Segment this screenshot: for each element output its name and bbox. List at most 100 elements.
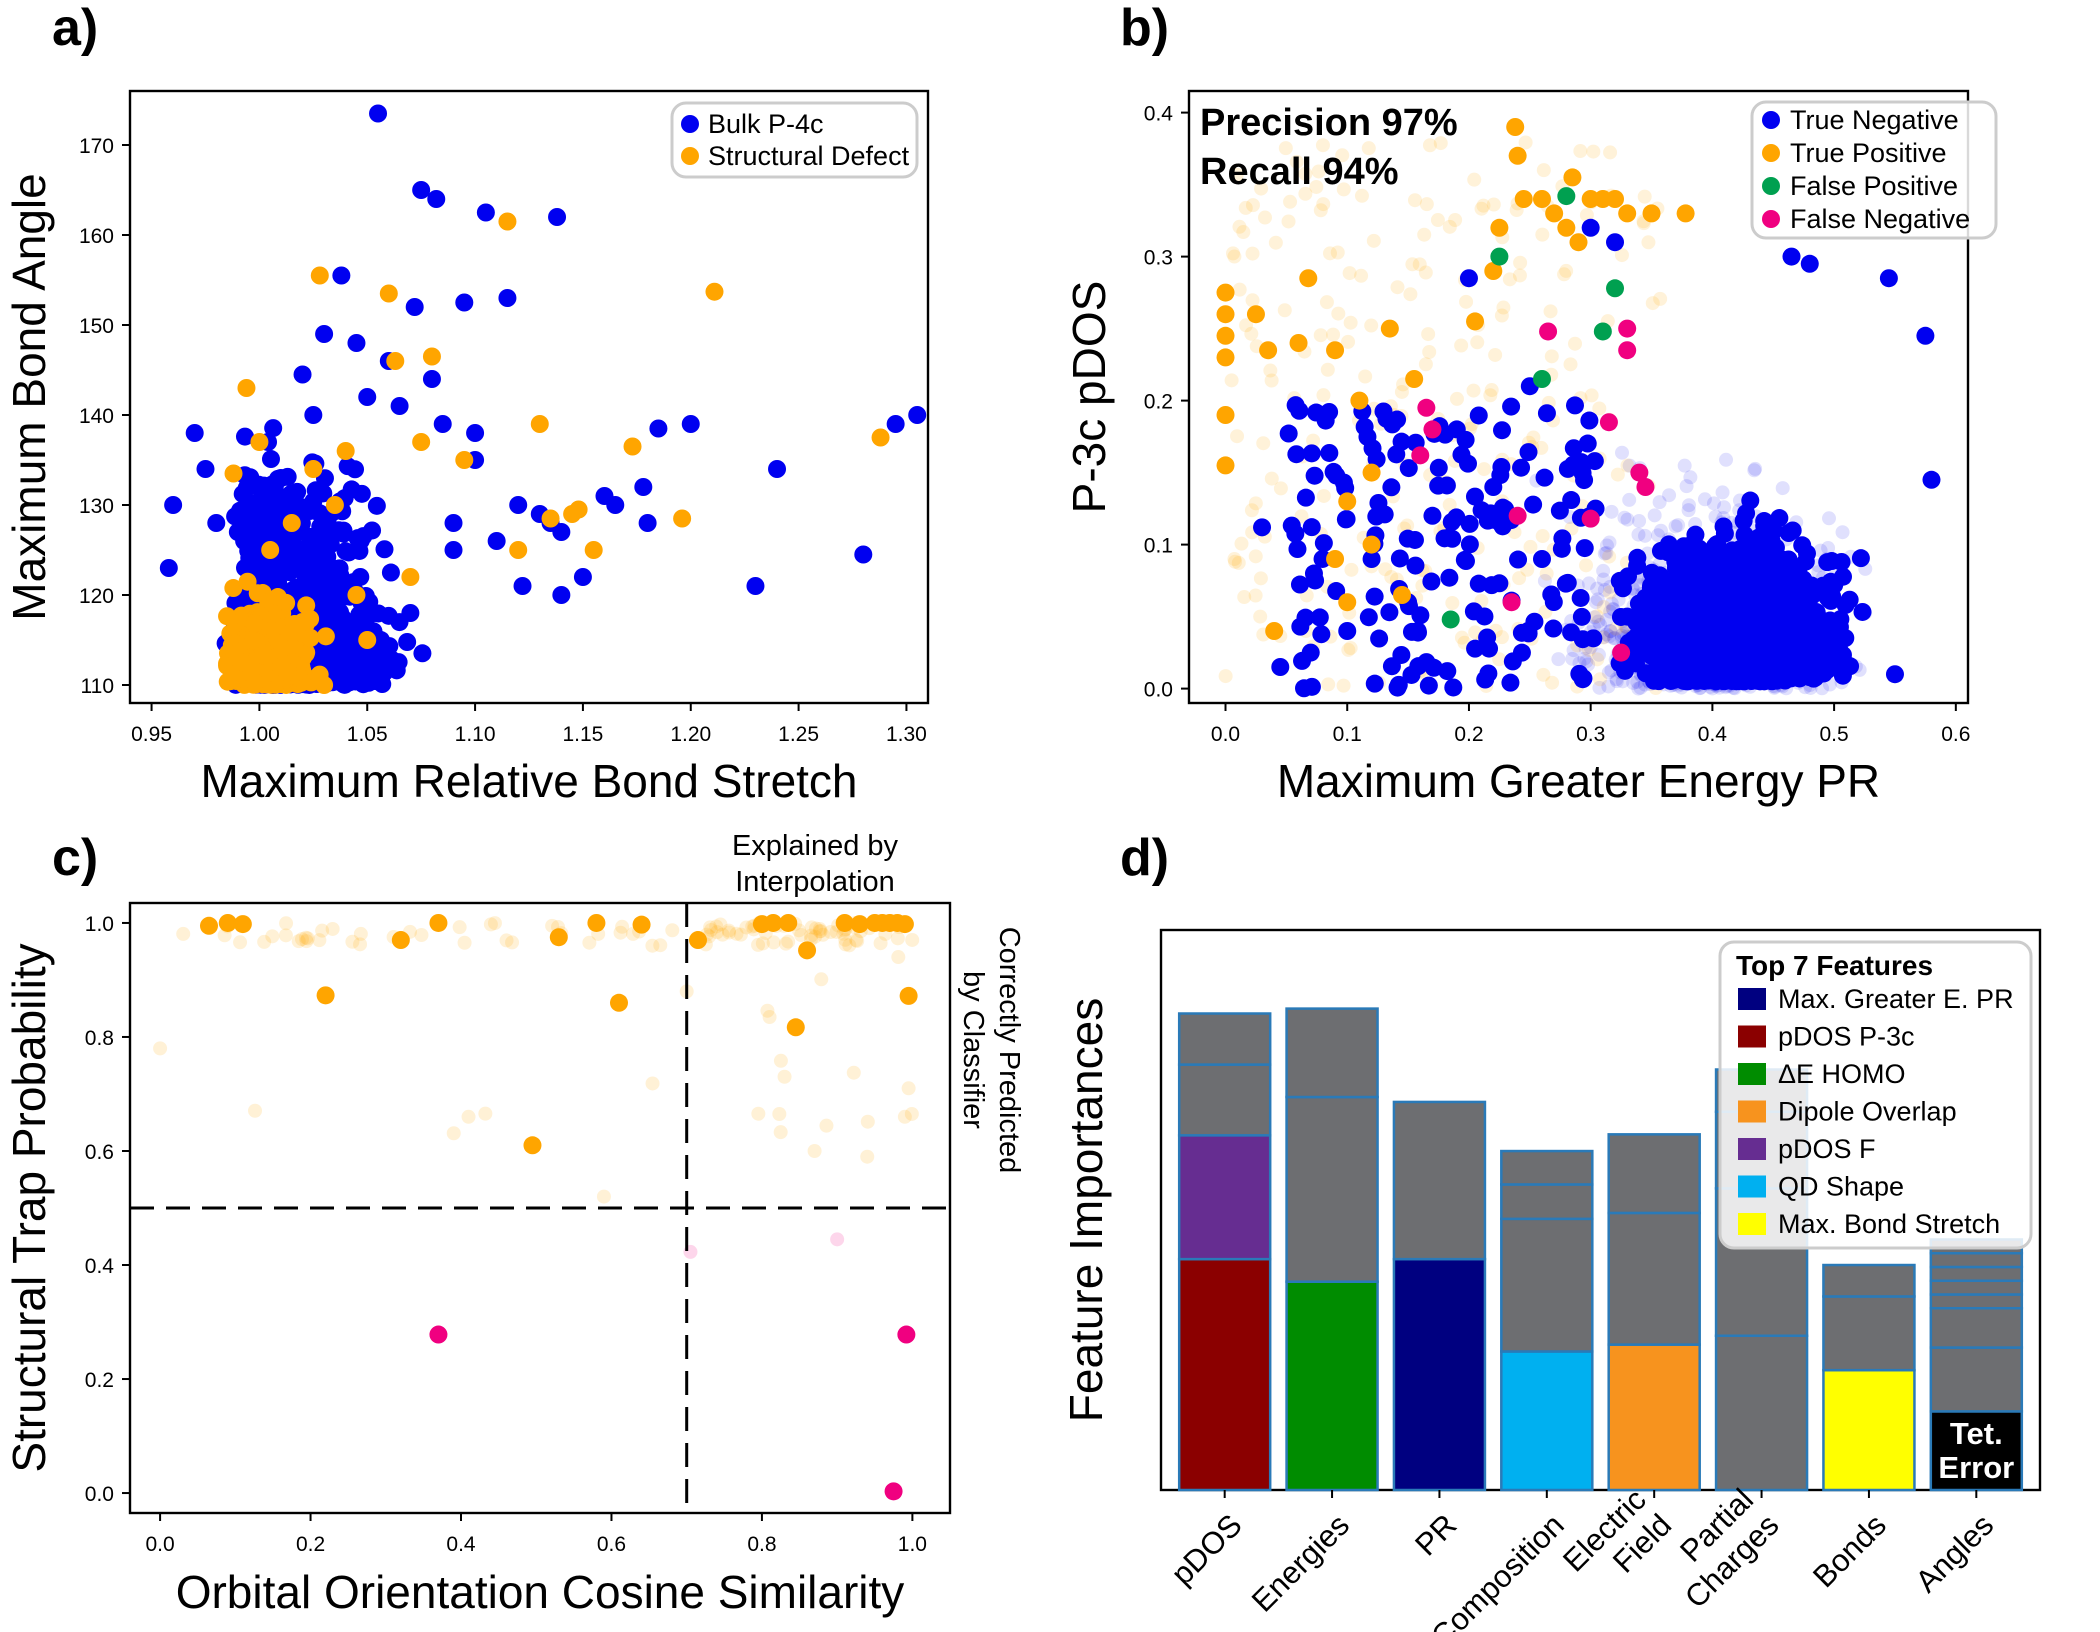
scatter-point-faint-positive [1474, 201, 1489, 216]
scatter-point-faint-positive [1539, 566, 1554, 581]
scatter-point-defect [261, 541, 280, 559]
scatter-point-bulk [369, 667, 388, 685]
scatter-point-faint-positive [1248, 496, 1263, 511]
scatter-point-faint-negative [1590, 581, 1605, 596]
scatter-point-bulk [293, 365, 312, 384]
scatter-point-faint-negative [1603, 624, 1618, 639]
scatter-point-bulk [649, 419, 668, 438]
scatter-point-faint-positive [1336, 182, 1351, 197]
scatter-point-bulk [329, 521, 348, 540]
scatter-point-faint-positive [1378, 562, 1393, 577]
scatter-point-faint-positive [1568, 336, 1583, 351]
scatter-point-faint-positive [1422, 344, 1437, 359]
scatter-point-faint-positive [1289, 154, 1304, 169]
scatter-point-faint-positive [1559, 263, 1574, 278]
scatter-point-bulk [444, 514, 463, 532]
scatter-point-faint-positive [1232, 282, 1247, 297]
scatter-point-defect [271, 658, 290, 676]
scatter-point-faint-negative [1626, 675, 1641, 690]
scatter-point-faint-negative [1671, 518, 1686, 533]
scatter-point-bulk [196, 460, 215, 478]
scatter-point-bulk [908, 406, 927, 424]
scatter-point-defect [224, 464, 243, 483]
scatter-point-faint-positive [1422, 138, 1437, 153]
scatter-point-faint-positive [1311, 164, 1326, 179]
scatter-point-bulk [249, 513, 268, 532]
scatter-point-faint-positive [1486, 197, 1501, 212]
scatter-point-faint-positive [1419, 197, 1434, 212]
scatter-point-faint-positive [1645, 296, 1660, 311]
scatter-point-defect [509, 541, 528, 559]
legend-label: Bulk P-4c [708, 109, 824, 139]
scatter-point-faint-negative [1775, 481, 1790, 496]
scatter-point-faint-positive [1421, 327, 1436, 342]
scatter-point-faint-negative [1607, 631, 1622, 646]
scatter-point-defect [224, 579, 243, 598]
scatter-point-faint-positive [1523, 539, 1538, 554]
x-tick-label: 1.15 [562, 723, 603, 746]
scatter-point-faint-positive [1248, 588, 1263, 603]
scatter-point-defect [244, 631, 263, 650]
scatter-point-faint-positive [1536, 667, 1551, 682]
scatter-point-bulk [338, 457, 357, 476]
scatter-point-defect [282, 514, 301, 532]
scatter-point-faint-positive [1592, 401, 1607, 416]
panel-a-plot-area [159, 104, 927, 694]
scatter-point-bulk [390, 397, 409, 415]
scatter-point-faint-positive [1442, 219, 1457, 234]
scatter-point-faint-negative [1607, 630, 1622, 645]
scatter-point-faint-positive [1563, 357, 1578, 372]
scatter-point-faint-positive [1263, 363, 1278, 378]
scatter-point-faint-negative [1668, 519, 1683, 534]
y-tick-label: 160 [79, 225, 114, 248]
scatter-point-faint-negative [1615, 445, 1630, 460]
scatter-point-faint-positive [1512, 571, 1527, 586]
scatter-point-faint-negative [1681, 498, 1696, 513]
scatter-point-faint-positive [1343, 641, 1358, 656]
scatter-point-defect [584, 541, 603, 559]
scatter-point-faint-positive [1322, 246, 1337, 261]
scatter-point-faint-positive [1245, 293, 1260, 308]
scatter-point-bulk [336, 619, 355, 638]
scatter-point-faint-positive [1430, 213, 1445, 228]
scatter-point-defect [422, 347, 441, 366]
scatter-point-faint-negative [1747, 463, 1762, 478]
panel-label-a: a) [52, 0, 98, 57]
scatter-point-faint-positive [1264, 373, 1279, 388]
scatter-point-bulk [398, 632, 417, 651]
scatter-point-defect [336, 442, 355, 460]
scatter-point-faint-negative [1719, 452, 1734, 467]
scatter-point-faint-positive [1236, 225, 1251, 240]
scatter-point-defect [455, 451, 474, 469]
scatter-point-bulk [552, 586, 571, 604]
scatter-point-faint-negative [1593, 617, 1608, 632]
scatter-point-faint-positive [1239, 318, 1254, 333]
scatter-point-defect [379, 284, 398, 303]
scatter-point-defect [245, 614, 264, 633]
scatter-point-faint-negative [1591, 647, 1606, 662]
scatter-point-bulk [336, 542, 355, 561]
y-tick-label: 170 [79, 135, 114, 158]
scatter-point-bulk [159, 559, 178, 577]
scatter-point-defect [530, 415, 549, 433]
scatter-point-faint-positive [1535, 227, 1550, 242]
scatter-point-faint-positive [1641, 235, 1656, 250]
scatter-point-faint-positive [1466, 383, 1481, 398]
scatter-point-faint-negative [1579, 654, 1594, 669]
scatter-point-faint-positive [1502, 272, 1517, 287]
scatter-point-faint-positive [1412, 257, 1427, 272]
scatter-point-bulk [288, 482, 307, 501]
panel-label-b: b) [1120, 0, 1169, 57]
scatter-point-bulk [573, 568, 592, 586]
scatter-point-faint-positive [1326, 327, 1341, 342]
scatter-point-bulk [768, 460, 787, 478]
scatter-point-bulk [606, 496, 625, 514]
scatter-point-faint-positive [1418, 357, 1433, 372]
scatter-point-bulk [405, 298, 424, 316]
scatter-point-faint-positive [1361, 141, 1376, 156]
scatter-point-faint-positive [1244, 326, 1259, 341]
scatter-point-bulk [886, 415, 905, 433]
scatter-point-faint-positive [1445, 596, 1460, 611]
scatter-point-bulk [634, 478, 653, 496]
scatter-point-faint-negative [1590, 592, 1605, 607]
